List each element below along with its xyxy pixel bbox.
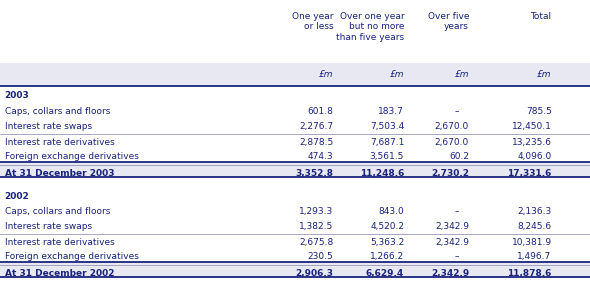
- Text: 2,670.0: 2,670.0: [435, 122, 469, 131]
- Text: Over one year
but no more
than five years: Over one year but no more than five year…: [336, 12, 404, 42]
- Text: At 31 December 2003: At 31 December 2003: [5, 169, 114, 178]
- Text: 2,670.0: 2,670.0: [435, 138, 469, 147]
- Text: 7,687.1: 7,687.1: [370, 138, 404, 147]
- FancyBboxPatch shape: [0, 63, 590, 86]
- Text: 785.5: 785.5: [526, 107, 552, 116]
- Text: Interest rate swaps: Interest rate swaps: [5, 122, 92, 131]
- Text: 843.0: 843.0: [378, 207, 404, 216]
- FancyBboxPatch shape: [0, 162, 590, 177]
- Text: Interest rate derivatives: Interest rate derivatives: [5, 138, 114, 147]
- Text: –: –: [455, 253, 460, 262]
- Text: 1,293.3: 1,293.3: [299, 207, 333, 216]
- Text: £m: £m: [319, 70, 333, 79]
- Text: Over five
years: Over five years: [428, 12, 469, 32]
- Text: 11,878.6: 11,878.6: [507, 269, 552, 278]
- Text: 1,382.5: 1,382.5: [299, 222, 333, 231]
- Text: Total: Total: [530, 12, 552, 21]
- Text: 2003: 2003: [5, 92, 30, 100]
- Text: Interest rate swaps: Interest rate swaps: [5, 222, 92, 231]
- Text: 17,331.6: 17,331.6: [507, 169, 552, 178]
- Text: –: –: [455, 107, 460, 116]
- Text: 2,342.9: 2,342.9: [435, 222, 469, 231]
- Text: –: –: [455, 207, 460, 216]
- Text: 2002: 2002: [5, 192, 30, 201]
- Text: 474.3: 474.3: [308, 152, 333, 161]
- Text: 183.7: 183.7: [378, 107, 404, 116]
- Text: 11,248.6: 11,248.6: [360, 169, 404, 178]
- Text: 6,629.4: 6,629.4: [366, 269, 404, 278]
- Text: £m: £m: [537, 70, 552, 79]
- Text: 230.5: 230.5: [307, 253, 333, 262]
- Text: 12,450.1: 12,450.1: [512, 122, 552, 131]
- Text: 601.8: 601.8: [307, 107, 333, 116]
- Text: 1,266.2: 1,266.2: [370, 253, 404, 262]
- Text: Caps, collars and floors: Caps, collars and floors: [5, 107, 110, 116]
- Text: 60.2: 60.2: [449, 152, 469, 161]
- Text: Foreign exchange derivatives: Foreign exchange derivatives: [5, 253, 139, 262]
- Text: 13,235.6: 13,235.6: [512, 138, 552, 147]
- Text: 2,730.2: 2,730.2: [431, 169, 469, 178]
- Text: 4,096.0: 4,096.0: [517, 152, 552, 161]
- Text: One year
or less: One year or less: [292, 12, 333, 32]
- Text: 5,363.2: 5,363.2: [370, 238, 404, 247]
- Text: 7,503.4: 7,503.4: [370, 122, 404, 131]
- Text: 3,352.8: 3,352.8: [296, 169, 333, 178]
- Text: Foreign exchange derivatives: Foreign exchange derivatives: [5, 152, 139, 161]
- Text: 10,381.9: 10,381.9: [512, 238, 552, 247]
- Text: 2,342.9: 2,342.9: [431, 269, 469, 278]
- Text: 4,520.2: 4,520.2: [370, 222, 404, 231]
- Text: 2,675.8: 2,675.8: [299, 238, 333, 247]
- Text: 2,136.3: 2,136.3: [517, 207, 552, 216]
- Text: 2,878.5: 2,878.5: [299, 138, 333, 147]
- Text: 2,906.3: 2,906.3: [296, 269, 333, 278]
- Text: £m: £m: [454, 70, 469, 79]
- Text: 2,342.9: 2,342.9: [435, 238, 469, 247]
- Text: 3,561.5: 3,561.5: [370, 152, 404, 161]
- Text: At 31 December 2002: At 31 December 2002: [5, 269, 114, 278]
- Text: £m: £m: [389, 70, 404, 79]
- FancyBboxPatch shape: [0, 262, 590, 277]
- Text: Caps, collars and floors: Caps, collars and floors: [5, 207, 110, 216]
- Text: 2,276.7: 2,276.7: [299, 122, 333, 131]
- Text: 1,496.7: 1,496.7: [517, 253, 552, 262]
- Text: Interest rate derivatives: Interest rate derivatives: [5, 238, 114, 247]
- Text: 8,245.6: 8,245.6: [517, 222, 552, 231]
